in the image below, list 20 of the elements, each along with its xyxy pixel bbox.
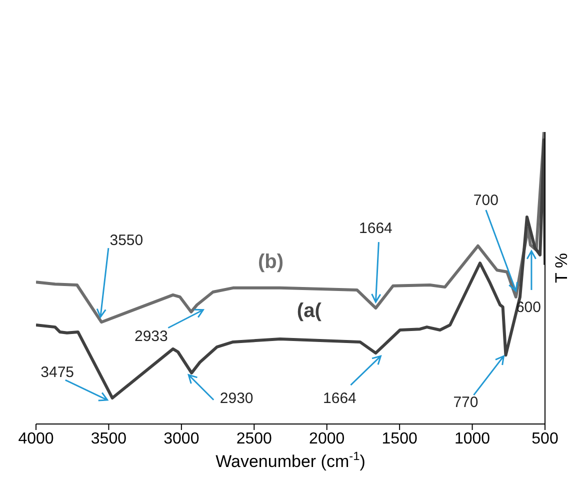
x-tick-label: 3000	[164, 430, 200, 448]
y-axis-title: T %	[552, 253, 571, 283]
annotation: 1664	[359, 220, 392, 238]
annotation: 3550	[110, 232, 144, 250]
x-tick-label: 1000	[454, 430, 490, 448]
annotation: 3475	[40, 364, 74, 382]
x-tick-label: 2500	[236, 430, 272, 448]
x-tick-label: 500	[532, 430, 558, 448]
annotation: 700	[473, 192, 498, 209]
x-tick-label: 2000	[309, 430, 345, 448]
series-label: (b)	[258, 250, 284, 273]
x-tick-label: 1500	[382, 430, 418, 448]
annotation: 2933	[134, 328, 168, 345]
x-axis-title: Wavenumber (cm$^{-1}$)	[216, 449, 366, 471]
x-tick-label: 3500	[90, 430, 127, 448]
annotation: 770	[453, 394, 478, 412]
annotation: 2930	[220, 390, 254, 407]
annotation: 1664	[323, 390, 356, 408]
series-label: (a(	[296, 300, 322, 322]
x-tick-label: 4000	[18, 430, 54, 448]
